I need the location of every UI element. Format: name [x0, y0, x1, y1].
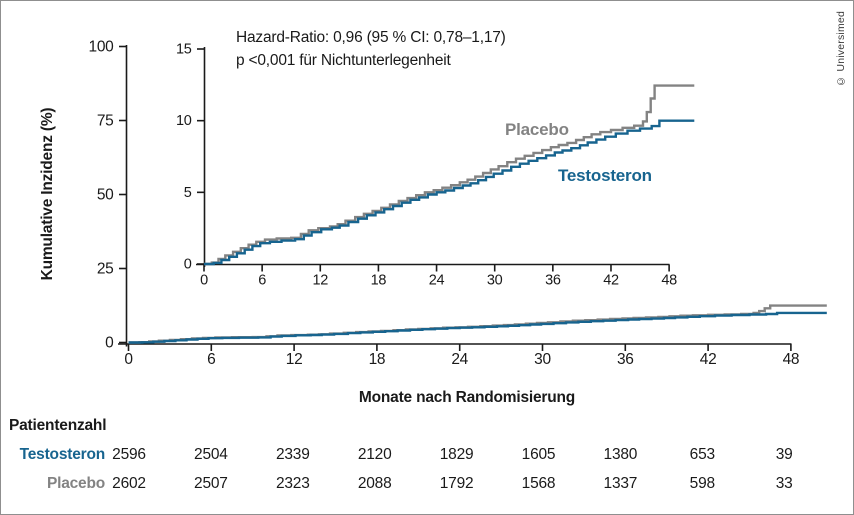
main-chart-x-tick-label: 48: [783, 351, 800, 368]
inset-chart: 0 5 10 15 0 6 12 18 24 30 36 42 48: [176, 42, 695, 289]
inset-chart-y-tick-label: 5: [184, 185, 192, 201]
risk-value: 33: [775, 475, 793, 492]
inset-chart-y-tick-label: 10: [176, 113, 192, 129]
inset-chart-x-tick-label: 0: [200, 273, 208, 289]
risk-value: 1792: [439, 475, 474, 492]
main-chart-x-tick-label: 24: [451, 351, 468, 368]
main-chart-series-line-testosteron: [128, 311, 827, 344]
inset-chart-x-tick-label: 6: [258, 273, 266, 289]
inset-chart-y-tick-label: 15: [176, 42, 192, 58]
main-chart-x-tick-label: 6: [207, 351, 215, 368]
risk-table-row-placebo: Placebo 2602 2507 2323 2088 1792 1568 1337 598 33: [1, 475, 853, 495]
risk-table-row-testosteron: Testosteron 2596 2504 2339 2120 1829 1605 1380 6…: [1, 446, 853, 466]
main-chart-x-tick-label: 0: [124, 351, 133, 368]
main-chart-x-tick-label: 12: [286, 351, 303, 368]
main-chart-y-tick-label: 25: [97, 261, 114, 278]
main-chart-x-tick-label: 18: [369, 351, 386, 368]
inset-chart-x-tick-label: 48: [661, 273, 677, 289]
risk-value: 1337: [603, 475, 638, 492]
risk-value: 1380: [603, 446, 638, 463]
main-chart-y-tick-label: 0: [105, 335, 114, 352]
risk-table-title: Patientenzahl: [9, 417, 107, 434]
risk-row-label-testosteron: Testosteron: [19, 446, 106, 463]
risk-value: 2339: [275, 446, 310, 463]
legend-label-testosteron: Testosteron: [558, 166, 652, 185]
risk-row-label-placebo: Placebo: [46, 475, 105, 492]
p-value-line: p <0,001 für Nichtunterlegenheit: [236, 51, 451, 69]
inset-chart-x-tick-label: 30: [487, 273, 503, 289]
main-chart-x-tick-label: 42: [700, 351, 717, 368]
risk-value: 2507: [194, 475, 228, 492]
hazard-ratio-line: Hazard-Ratio: 0,96 (95 % CI: 0,78–1,17): [236, 29, 506, 46]
inset-chart-series-line-testosteron: [204, 119, 695, 266]
inset-chart-x-tick-label: 36: [545, 273, 561, 289]
inset-chart-x-tick-label: 18: [371, 273, 387, 289]
inset-chart-series-line-placebo: [204, 84, 695, 266]
risk-value: 653: [689, 446, 715, 463]
main-chart-y-tick-label: 75: [97, 113, 114, 130]
risk-value: 598: [689, 475, 715, 492]
hazard-ratio-annotation: Hazard-Ratio: 0,96 (95 % CI: 0,78–1,17) …: [236, 27, 506, 72]
risk-value: 1605: [521, 446, 556, 463]
main-chart-x-tick-label: 30: [534, 351, 551, 368]
legend-label-placebo: Placebo: [505, 120, 569, 139]
risk-value: 2120: [357, 446, 392, 463]
risk-value: 2504: [194, 446, 228, 463]
inset-chart-x-tick-label: 12: [313, 273, 329, 289]
copyright-credit: © Universimed: [835, 11, 847, 87]
risk-value: 2596: [112, 446, 146, 463]
y-axis-title: Kumulative Inzidenz (%): [39, 107, 56, 281]
risk-value: 39: [775, 446, 793, 463]
risk-value: 2323: [275, 475, 310, 492]
risk-value: 1829: [439, 446, 474, 463]
main-chart-y-tick-label: 50: [97, 187, 114, 204]
inset-chart-x-tick-label: 42: [603, 273, 619, 289]
main-chart-x-tick-label: 36: [617, 351, 634, 368]
inset-chart-x-tick-label: 24: [429, 273, 445, 289]
risk-value: 1568: [521, 475, 556, 492]
x-axis-title: Monate nach Randomisierung: [358, 389, 576, 406]
risk-value: 2088: [357, 475, 392, 492]
inset-chart-y-tick-label: 0: [184, 257, 192, 273]
main-chart-y-tick-label: 100: [89, 39, 115, 56]
risk-value: 2602: [112, 475, 146, 492]
